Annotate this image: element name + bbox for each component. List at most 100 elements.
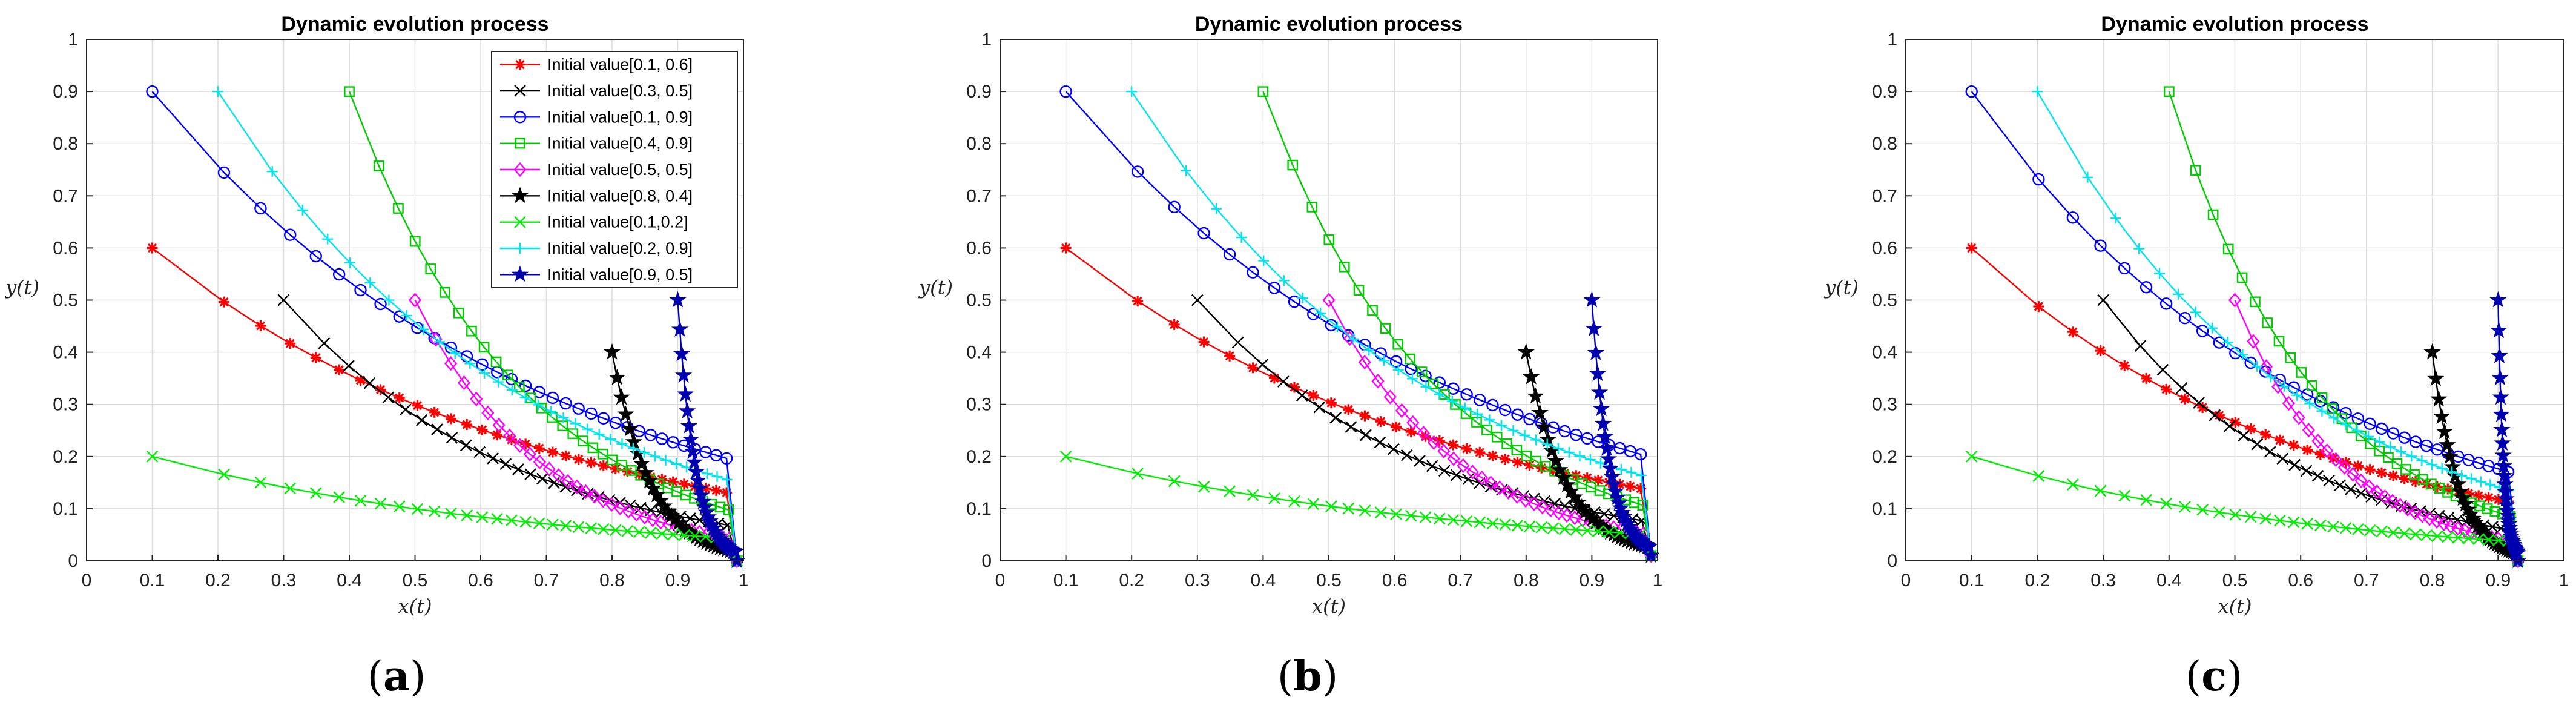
y-tick-label: 0.4 [53,343,78,363]
data-point [2282,395,2296,411]
legend-label: Initial value[0.1, 0.9] [547,108,693,126]
data-point [2416,508,2429,523]
data-point [673,345,691,362]
data-point [1547,522,1560,535]
data-point [1360,429,1372,441]
data-point [610,463,621,475]
data-point [2442,483,2454,495]
data-point [277,294,290,306]
legend-marker [513,162,527,177]
y-tick-label: 0 [68,551,78,571]
data-point [2082,171,2093,183]
data-point [684,442,702,459]
data-point [2365,438,2376,449]
data-point [479,368,490,379]
y-tick-label: 0 [1887,551,1897,571]
data-point [254,202,267,215]
data-point [1417,426,1430,441]
data-point [2458,523,2471,538]
data-point [1599,450,1618,467]
y-tick-label: 0.3 [966,395,992,415]
y-tick-label: 0.4 [1872,343,1897,363]
data-point [1538,495,1550,508]
data-point [1596,428,1614,445]
y-tick-label: 0.8 [53,134,78,154]
chart-panel-a: 0 0.1 0.2 0.3 0.4 0.5 0.6 0.7 0.8 0.9 1 0 0.1 0.2 0.3 0… [4,13,748,701]
data-point [1521,450,1532,461]
data-point [1405,353,1416,365]
data-point [2032,86,2043,98]
data-point [1380,323,1391,334]
data-point [1353,285,1365,296]
data-point [1419,511,1432,523]
data-point [656,527,668,540]
data-point [2492,388,2509,405]
series-3 [1059,85,1658,562]
data-point [2292,410,2305,425]
data-point [375,384,386,395]
series-line [1262,91,1652,556]
legend-entry: Initial value[0.4, 0.9] [500,134,693,153]
data-point [1558,425,1571,438]
data-point [2311,434,2325,449]
panel-label-open: ( [2186,653,2202,701]
data-point [2302,423,2315,438]
legend-marker [515,59,525,70]
data-point [217,166,231,179]
data-point [598,460,609,472]
data-point [2408,505,2422,520]
data-point [545,406,557,417]
data-point [2314,449,2326,460]
x-tick-label: 0.5 [2222,570,2248,590]
data-point [2285,352,2296,363]
panel-label-close: ) [2227,653,2243,701]
data-point [578,435,588,447]
data-point [354,283,367,297]
data-point [1313,401,1326,414]
data-point [2140,494,2152,506]
legend-entry: Initial value[0.8, 0.4] [500,187,693,205]
data-point [593,429,605,440]
data-point [1519,429,1530,441]
data-point [363,377,376,389]
data-point [1466,465,1480,480]
data-point [2475,476,2486,488]
data-point [533,386,546,398]
data-point [1181,165,1192,176]
data-point [536,472,548,485]
data-point [364,277,376,288]
data-point [461,418,473,430]
legend-entry: Initial value[0.1,0.2] [500,213,688,231]
legend-entry: Initial value[0.3, 0.5] [500,82,693,100]
data-point [1552,443,1564,454]
data-point [1535,521,1548,534]
data-point [2095,345,2106,357]
data-point [1519,492,1532,508]
data-point [309,487,322,500]
data-point [1388,443,1400,455]
data-point [2190,165,2201,176]
data-point [685,453,703,470]
data-point [2094,239,2107,252]
data-point [1626,466,1637,478]
panel-label: (a) [367,652,426,701]
data-point [1527,496,1541,511]
data-point [1131,165,1144,178]
data-point [503,428,516,443]
legend-marker [515,243,525,254]
data-point [1448,439,1459,451]
y-tick-label: 0.2 [966,447,992,467]
data-point [641,472,658,489]
data-point [2442,487,2453,498]
data-point [2228,293,2242,308]
data-point [492,417,506,433]
data-point [1446,395,1458,407]
data-point [2420,529,2433,541]
data-point [2420,439,2433,452]
data-point [1522,368,1540,385]
data-point [393,203,404,214]
data-point [2474,500,2485,512]
data-point [444,356,458,371]
data-point [2410,476,2422,488]
data-point [1502,484,1515,500]
